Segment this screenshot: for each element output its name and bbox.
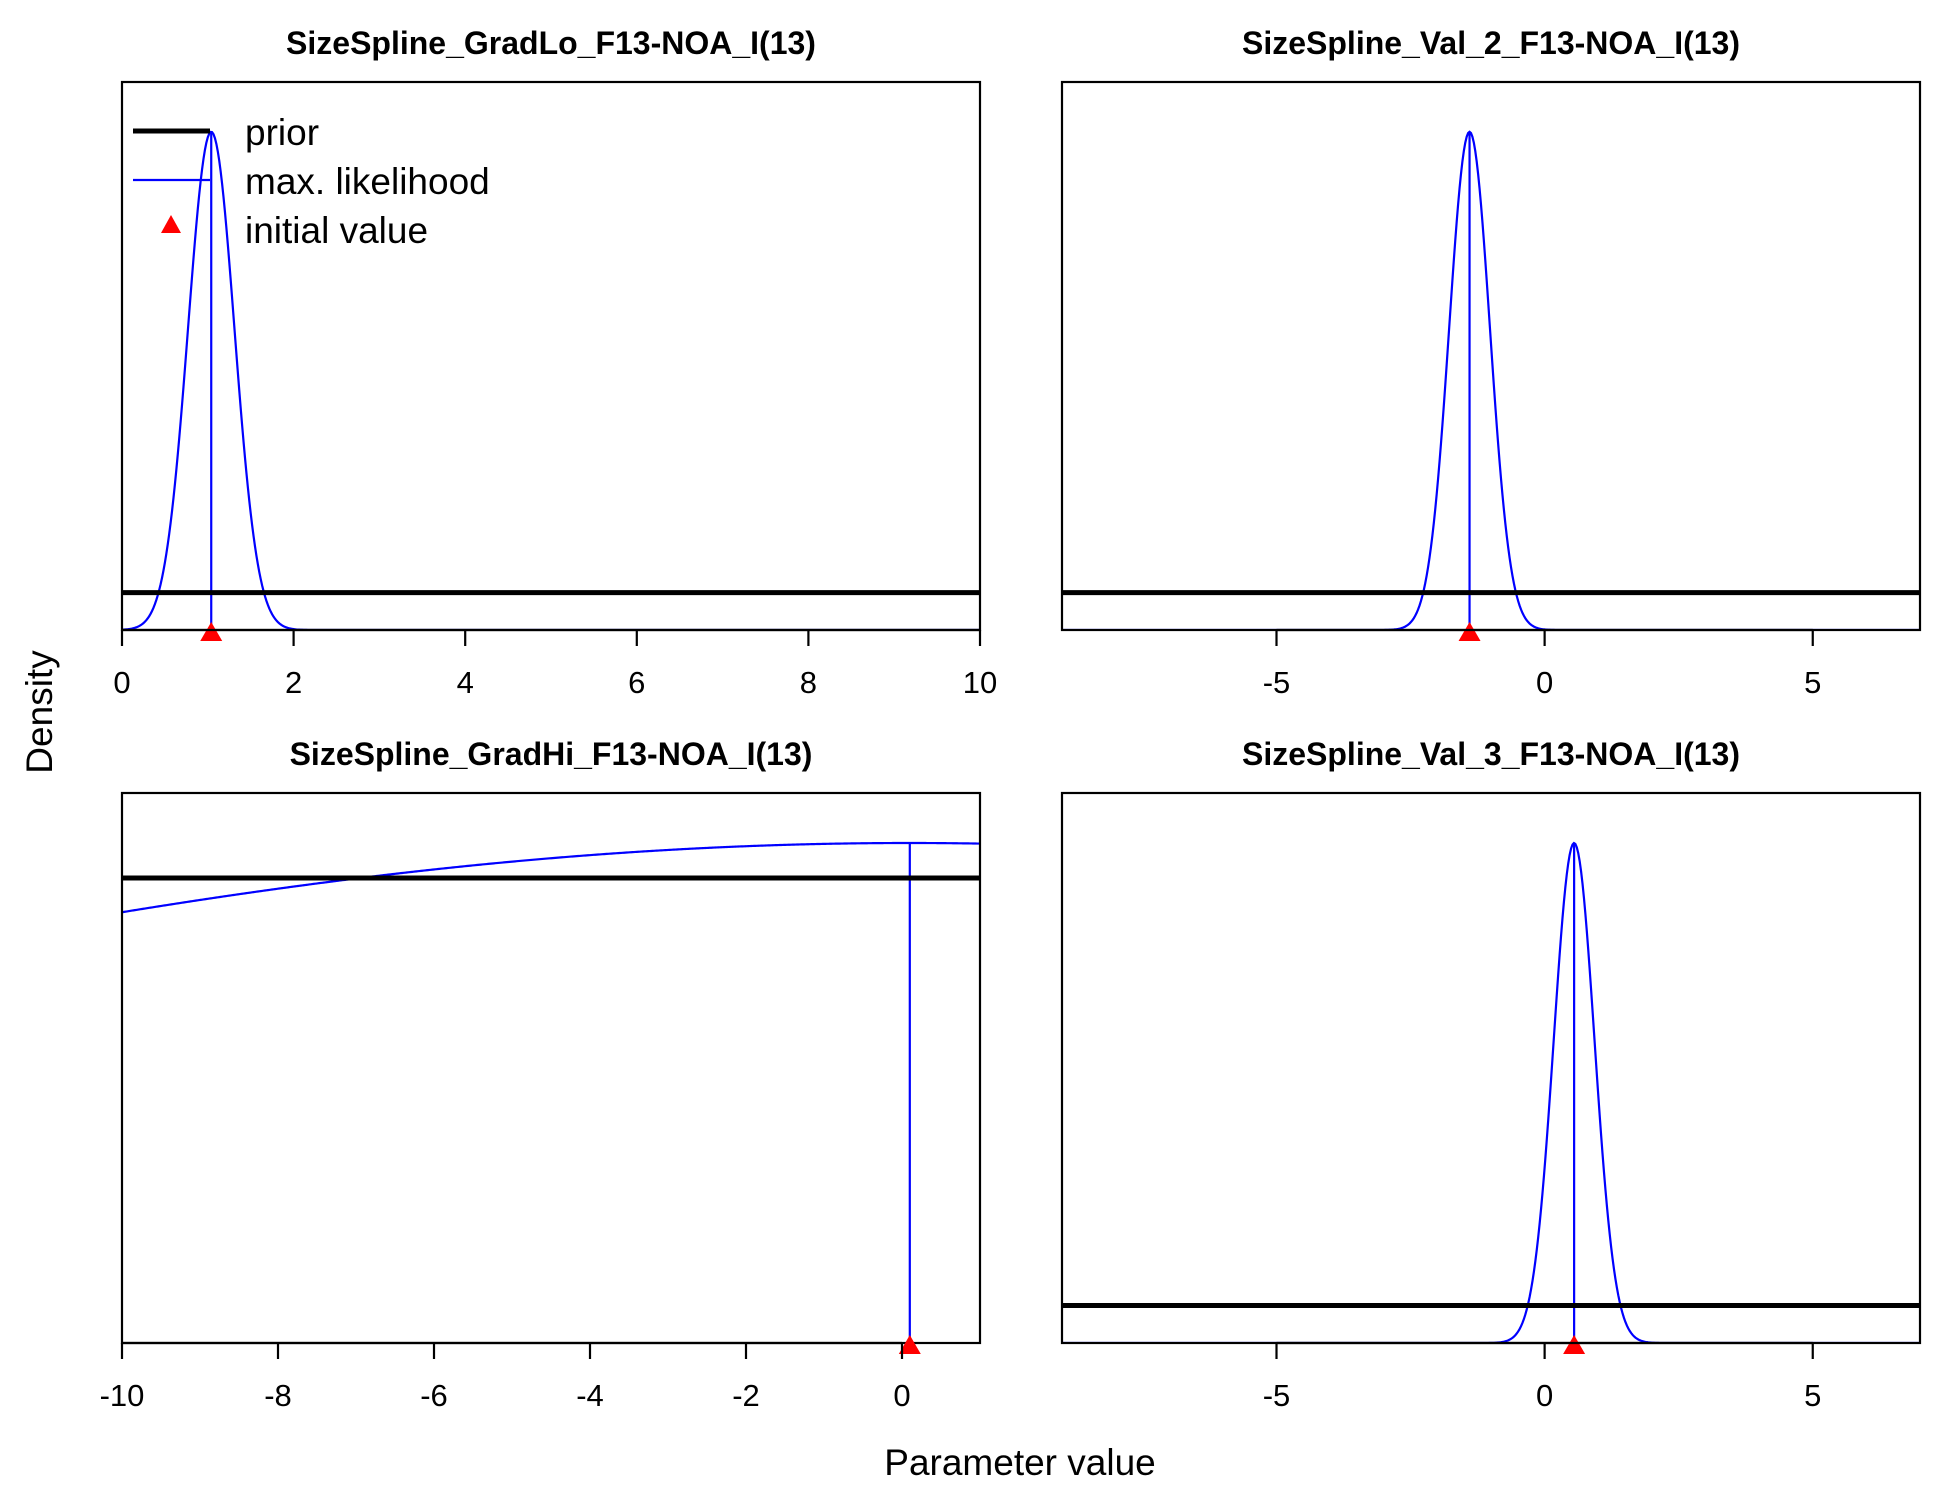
x-axis: -10 -8 -6 -4 -2 0 (100, 1341, 911, 1413)
panel-title: SizeSpline_Val_3_F13-NOA_I(13) (1242, 736, 1740, 772)
legend-label: max. likelihood (245, 161, 490, 202)
x-tick-label: -10 (100, 1378, 145, 1413)
initial-value-marker (898, 1335, 921, 1354)
x-tick-label: 0 (1536, 1378, 1553, 1413)
y-axis-title: Density (19, 650, 60, 774)
initial-value-marker (1563, 1335, 1586, 1354)
x-tick-label: -2 (732, 1378, 760, 1413)
x-axis-title: Parameter value (884, 1442, 1155, 1483)
legend-swatch (161, 215, 181, 233)
max-likelihood-curve (1062, 130, 1920, 630)
x-tick-label: 5 (1804, 665, 1821, 700)
x-tick-label: 4 (457, 665, 474, 700)
x-tick-label: -5 (1263, 1378, 1291, 1413)
panel-title: SizeSpline_Val_2_F13-NOA_I(13) (1242, 25, 1740, 61)
panel-3: SizeSpline_GradHi_F13-NOA_I(13) -10 -8 -6 -4… (100, 736, 982, 1413)
max-likelihood-curve (1062, 841, 1920, 1343)
plot-frame (1060, 791, 1922, 1345)
x-tick-label: 8 (800, 665, 817, 700)
max-likelihood-curve (122, 841, 980, 914)
plot-area (1062, 841, 1920, 1343)
x-axis: -5 0 5 (1263, 1341, 1821, 1413)
legend-label: initial value (245, 210, 428, 251)
initial-value-marker (200, 622, 223, 641)
panel-title: SizeSpline_GradLo_F13-NOA_I(13) (286, 25, 816, 61)
legend-item: prior (133, 112, 319, 153)
x-tick-label: 10 (963, 665, 997, 700)
panel-title: SizeSpline_GradHi_F13-NOA_I(13) (290, 736, 813, 772)
plot-area (1062, 130, 1920, 630)
x-axis: -5 0 5 (1263, 628, 1821, 700)
initial-value-marker (1458, 622, 1481, 641)
x-tick-label: -6 (420, 1378, 448, 1413)
x-tick-label: 0 (893, 1378, 910, 1413)
x-tick-label: 5 (1804, 1378, 1821, 1413)
legend-item: initial value (161, 210, 428, 251)
x-tick-label: -5 (1263, 665, 1291, 700)
plot-area (122, 130, 980, 630)
x-tick-label: -8 (264, 1378, 292, 1413)
panel-1: SizeSpline_GradLo_F13-NOA_I(13) 0 2 4 6 8 10 (113, 25, 997, 700)
legend-item: max. likelihood (133, 161, 490, 202)
x-axis: 0 2 4 6 8 10 (113, 628, 997, 700)
x-tick-label: -4 (576, 1378, 604, 1413)
panel-4: SizeSpline_Val_3_F13-NOA_I(13) -5 0 5 (1060, 736, 1922, 1413)
legend-label: prior (245, 112, 319, 153)
legend: prior max. likelihood initial value (133, 112, 490, 251)
x-tick-label: 0 (113, 665, 130, 700)
panel-2: SizeSpline_Val_2_F13-NOA_I(13) -5 0 5 (1060, 25, 1922, 700)
x-tick-label: 2 (285, 665, 302, 700)
x-tick-label: 6 (628, 665, 645, 700)
x-tick-label: 0 (1536, 665, 1553, 700)
panels: SizeSpline_GradLo_F13-NOA_I(13)0 2 4 6 8 10Si… (100, 25, 1922, 1413)
max-likelihood-curve (122, 130, 980, 630)
plot-area (122, 841, 980, 1343)
